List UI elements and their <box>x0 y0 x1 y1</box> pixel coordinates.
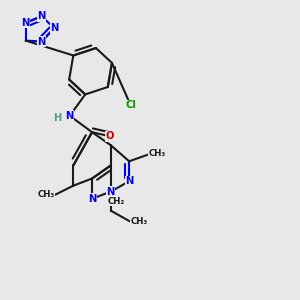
Text: CH₃: CH₃ <box>148 149 166 158</box>
Text: N: N <box>66 111 74 121</box>
Text: O: O <box>106 131 114 141</box>
Text: N: N <box>37 37 46 46</box>
Text: CH₃: CH₃ <box>37 190 55 199</box>
Text: N: N <box>22 18 30 28</box>
Text: CH₂: CH₂ <box>107 196 125 206</box>
Text: Cl: Cl <box>125 100 136 110</box>
Text: N: N <box>37 11 46 21</box>
Text: N: N <box>125 176 134 186</box>
Text: N: N <box>50 23 58 33</box>
Text: CH₃: CH₃ <box>131 217 148 226</box>
Text: N: N <box>106 187 115 196</box>
Text: H: H <box>53 113 61 124</box>
Text: N: N <box>88 194 96 204</box>
